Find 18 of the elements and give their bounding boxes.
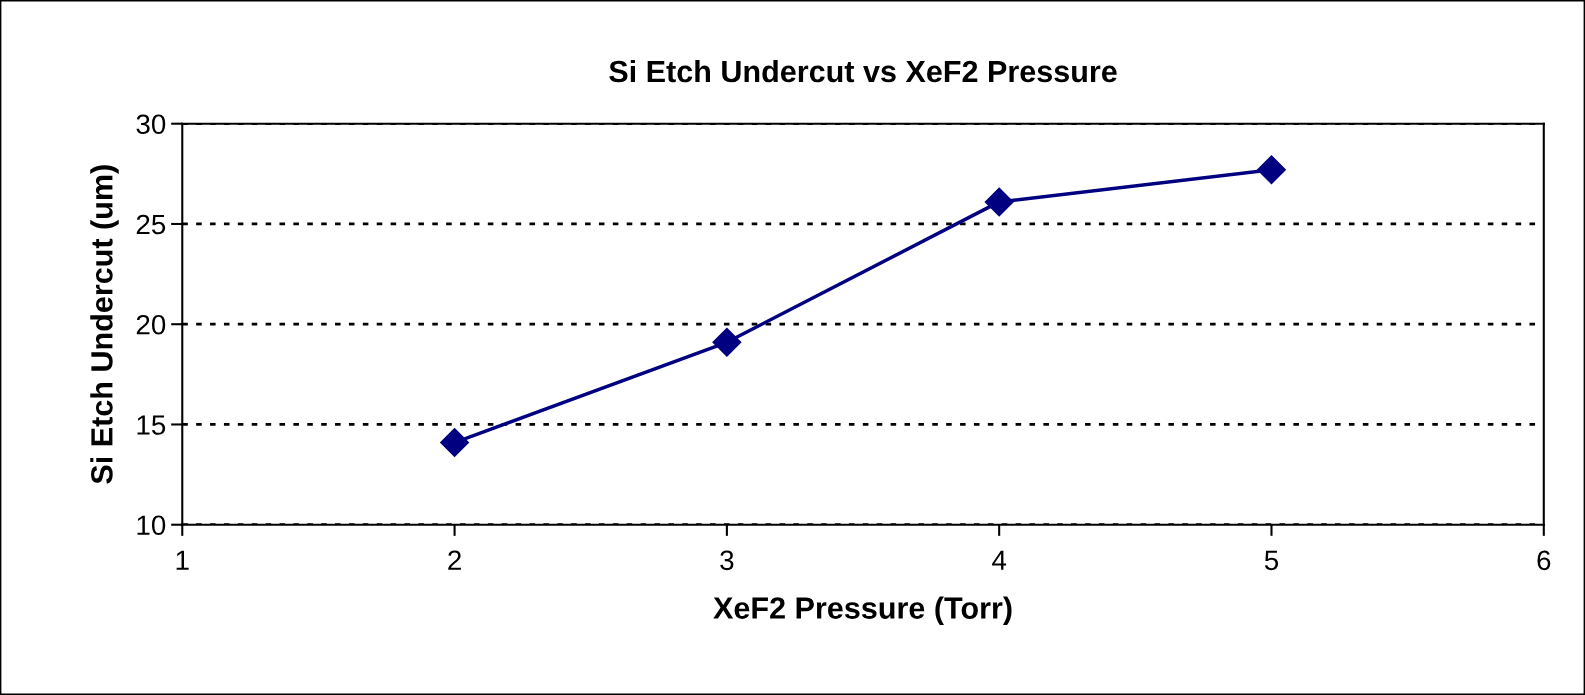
point: [712, 327, 742, 357]
point: [984, 187, 1014, 217]
x-tick-label: 4: [992, 550, 1007, 570]
y-tick-label: 20: [136, 314, 166, 335]
point: [440, 428, 470, 457]
x-tick-label: 5: [1264, 550, 1279, 571]
x-axis-title: XeF2 Pressure (Torr): [713, 596, 1012, 625]
point: [1257, 155, 1286, 185]
y-tick-label: 25: [136, 214, 166, 235]
x-tick-label: 2: [448, 550, 461, 570]
y-axis-title: Si Etch Undercut (um): [90, 165, 119, 484]
x-tick-label: 3: [720, 550, 734, 571]
y-tick-label: 15: [137, 415, 166, 435]
chart-title: Si Etch Undercut vs XeF2 Pressure: [609, 59, 1117, 83]
y-tick-label: 10: [137, 515, 166, 536]
x-tick-label: 6: [1537, 550, 1551, 571]
x-tick-label: 1: [176, 550, 189, 570]
y-tick-label: 30: [136, 114, 166, 135]
